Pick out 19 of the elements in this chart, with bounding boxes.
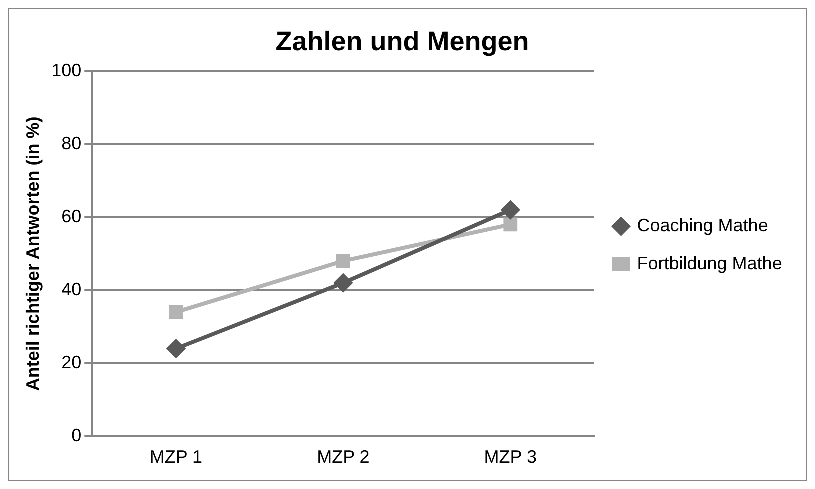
y-tick-label: 80 (62, 133, 82, 154)
point (169, 305, 184, 320)
x-tick-label: MZP 1 (150, 447, 203, 468)
legend-label: Fortbildung Mathe (637, 253, 782, 274)
y-tick-label: 60 (62, 206, 82, 226)
point (336, 254, 350, 268)
y-tick-label: 20 (62, 352, 82, 372)
point (504, 218, 518, 232)
point (167, 340, 186, 358)
legend-label: Coaching Mathe (637, 215, 768, 236)
x-tick-label: MZP 2 (317, 447, 370, 468)
x-tick-label: MZP 3 (484, 447, 537, 468)
chart-title: Zahlen und Mengen (276, 26, 530, 57)
y-tick-label: 40 (62, 279, 82, 300)
y-tick-label: 0 (72, 425, 82, 446)
y-tick-label: 100 (52, 60, 82, 80)
y-axis-title: Anteil richtiger Antworten (in %) (22, 116, 43, 392)
point (334, 274, 352, 292)
point (502, 201, 520, 220)
